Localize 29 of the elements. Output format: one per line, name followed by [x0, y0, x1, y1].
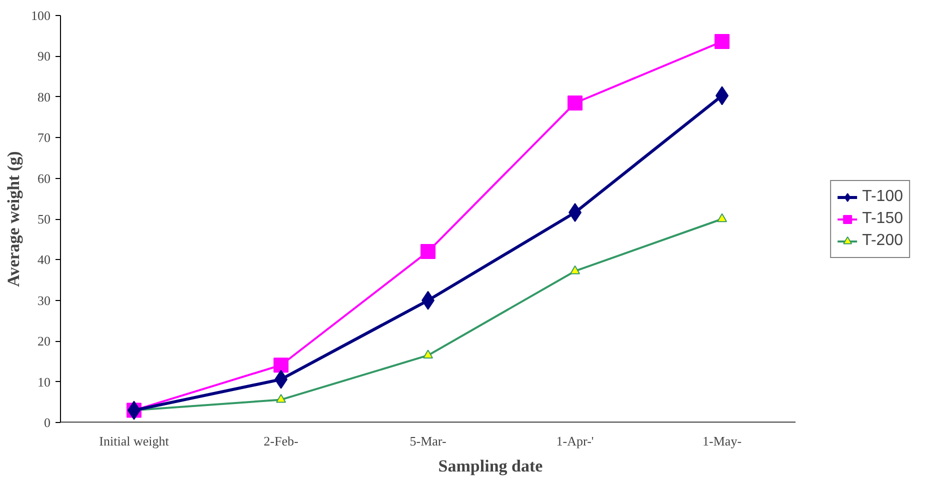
- y-tick-label: 90: [38, 48, 50, 64]
- legend-label: T-200: [862, 232, 903, 250]
- legend-label: T-150: [862, 210, 903, 228]
- x-tick-label: 5-Mar-: [410, 434, 446, 448]
- y-tick-label: 50: [38, 212, 50, 226]
- y-tick-label: 20: [38, 334, 50, 349]
- y-tick-label: 70: [38, 130, 50, 146]
- y-tick-label: 60: [38, 170, 50, 186]
- x-tick-label: 1-Apr-': [556, 434, 594, 448]
- point: [274, 358, 289, 373]
- point: [568, 96, 583, 111]
- y-tick-label: 40: [38, 252, 50, 268]
- point: [423, 350, 434, 358]
- y-tick-label: 80: [38, 89, 50, 104]
- y-tick-label: 0: [44, 415, 50, 430]
- x-tick-label: Initial weight: [99, 434, 170, 448]
- legend-label: T-100: [862, 188, 903, 206]
- point: [717, 213, 728, 222]
- x-axis-title: Sampling date: [438, 456, 544, 476]
- x-tick-label: 1-May-: [702, 434, 742, 448]
- point: [420, 244, 436, 260]
- point: [714, 34, 730, 50]
- y-tick-label: 10: [38, 374, 50, 390]
- x-tick-label: 2-Feb-: [264, 434, 298, 448]
- point: [276, 394, 286, 403]
- y-tick-label: 30: [38, 292, 50, 308]
- y-tick-label: 100: [31, 8, 50, 23]
- y-axis-title: Average weight (g): [4, 151, 23, 287]
- point: [570, 265, 580, 274]
